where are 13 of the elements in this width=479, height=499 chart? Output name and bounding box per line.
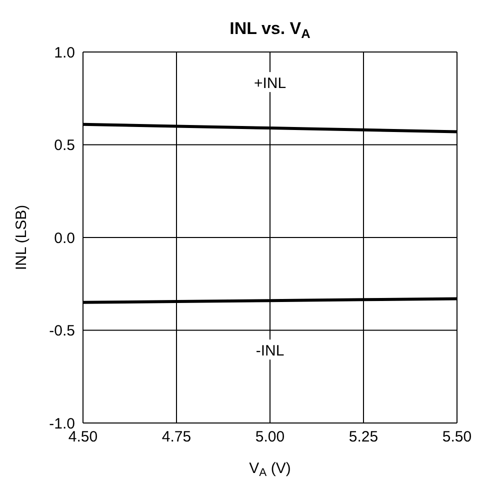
annotation: -INL bbox=[256, 342, 284, 360]
x-tick-label: 4.75 bbox=[162, 428, 192, 446]
chart-title: INL vs. V$_{A}$ bbox=[230, 19, 310, 41]
x-tick-label: 5.25 bbox=[348, 428, 378, 446]
y-axis-title: INL (LSB) bbox=[13, 204, 30, 270]
y-tick-label: 0.5 bbox=[54, 137, 75, 154]
x-tick-label: 5.50 bbox=[442, 428, 472, 446]
x-tick-label: 5.00 bbox=[255, 428, 285, 446]
y-tick-label: 0.0 bbox=[54, 230, 75, 247]
y-tick-label: -0.5 bbox=[49, 322, 75, 340]
annotation: +INL bbox=[254, 75, 286, 92]
y-tick-label: 1.0 bbox=[54, 44, 75, 62]
x-axis-title: V$_{A}$ (V) bbox=[249, 460, 291, 480]
